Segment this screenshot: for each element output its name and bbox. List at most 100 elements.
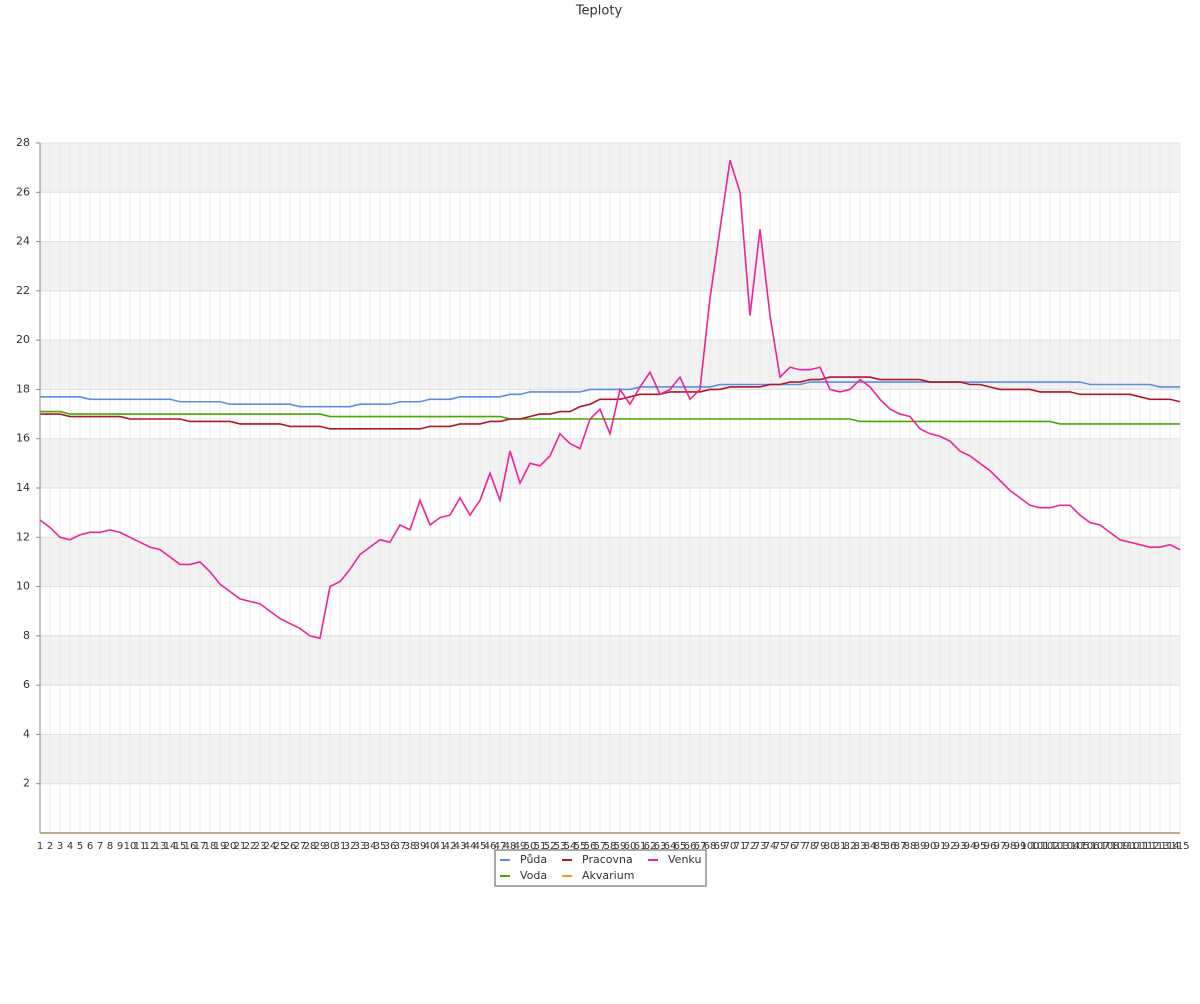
y-tick-label: 10 [16,580,30,593]
x-tick-label: 26 [284,841,297,852]
x-tick-label: 13 [154,841,167,852]
x-tick-label: 91 [934,841,947,852]
x-tick-label: 7 [97,841,103,852]
x-tick-label: 60 [624,841,637,852]
x-tick-label: 84 [864,841,877,852]
x-tick-label: 51 [534,841,547,852]
x-tick-label: 104 [1060,841,1079,852]
y-tick-label: 18 [16,382,30,395]
y-tick-label: 16 [16,432,30,445]
x-tick-label: 3 [57,841,63,852]
x-tick-label: 55 [574,841,587,852]
x-tick-label: 89 [914,841,927,852]
x-tick-label: 58 [604,841,617,852]
x-tick-label: 37 [394,841,407,852]
y-tick-label: 28 [16,136,30,149]
x-tick-label: 43 [454,841,467,852]
x-tick-label: 67 [694,841,707,852]
x-tick-label: 66 [684,841,697,852]
x-tick-label: 108 [1100,841,1119,852]
series-line [40,381,1180,408]
x-tick-label: 11 [134,841,147,852]
series-line [40,376,1181,430]
x-tick-label: 22 [244,841,257,852]
x-tick-label: 79 [814,841,827,852]
x-tick-label: 14 [164,841,177,852]
y-tick-label: 8 [23,629,30,642]
x-tick-label: 20 [224,841,237,852]
y-tick-label: 2 [23,777,30,790]
x-tick-label: 92 [944,841,957,852]
x-tick-label: 106 [1080,841,1099,852]
x-tick-label: 32 [344,841,357,852]
x-tick-label: 30 [324,841,337,852]
x-tick-label: 48 [504,841,517,852]
x-tick-label: 74 [764,841,777,852]
x-tick-label: 112 [1140,841,1159,852]
legend-label: Pracovna [582,853,633,866]
series-line [40,410,1180,425]
x-tick-label: 15 [174,841,187,852]
x-tick-label: 93 [954,841,967,852]
x-tick-label: 83 [854,841,867,852]
x-tick-label: 10 [124,841,137,852]
x-tick-label: 72 [744,841,757,852]
x-tick-label: 97 [994,841,1007,852]
x-tick-label: 25 [274,841,287,852]
x-tick-label: 94 [964,841,977,852]
x-tick-label: 31 [334,841,347,852]
y-tick-label: 6 [23,678,30,691]
x-tick-label: 113 [1150,841,1169,852]
x-tick-label: 56 [584,841,597,852]
x-tick-label: 39 [414,841,427,852]
x-tick-label: 96 [984,841,997,852]
x-tick-label: 87 [894,841,907,852]
y-tick-label: 22 [16,284,30,297]
x-tick-label: 69 [714,841,727,852]
x-tick-label: 90 [924,841,937,852]
x-tick-label: 44 [464,841,477,852]
x-tick-label: 4 [67,841,73,852]
x-tick-label: 105 [1070,841,1089,852]
x-tick-label: 86 [884,841,897,852]
x-tick-label: 99 [1014,841,1027,852]
x-tick-label: 21 [234,841,247,852]
x-tick-label: 98 [1004,841,1017,852]
x-tick-label: 47 [494,841,507,852]
x-tick-label: 88 [904,841,917,852]
x-tick-label: 68 [704,841,717,852]
x-tick-label: 46 [484,841,497,852]
x-tick-label: 111 [1130,841,1149,852]
x-tick-label: 9 [117,841,123,852]
x-tick-label: 107 [1090,841,1109,852]
y-tick-label: 24 [16,235,30,248]
x-tick-label: 54 [564,841,577,852]
x-tick-label: 42 [444,841,457,852]
x-tick-label: 45 [474,841,487,852]
y-tick-label: 4 [23,727,30,740]
x-tick-label: 59 [614,841,627,852]
x-tick-label: 82 [844,841,857,852]
y-tick-label: 20 [16,333,30,346]
x-tick-label: 19 [214,841,227,852]
x-tick-label: 33 [354,841,367,852]
x-tick-label: 34 [364,841,377,852]
legend-label: Venku [668,853,701,866]
x-tick-label: 81 [834,841,847,852]
x-tick-label: 23 [254,841,267,852]
x-tick-label: 75 [774,841,787,852]
x-tick-label: 50 [524,841,537,852]
x-tick-label: 28 [304,841,317,852]
x-tick-label: 52 [544,841,557,852]
x-tick-label: 80 [824,841,837,852]
x-tick-label: 102 [1040,841,1059,852]
x-tick-label: 115 [1170,841,1189,852]
x-tick-label: 110 [1120,841,1139,852]
x-tick-label: 109 [1110,841,1129,852]
x-tick-label: 61 [634,841,647,852]
x-tick-label: 40 [424,841,437,852]
x-tick-label: 27 [294,841,307,852]
x-tick-label: 70 [724,841,737,852]
x-tick-label: 95 [974,841,987,852]
legend-label: Akvarium [582,869,634,882]
